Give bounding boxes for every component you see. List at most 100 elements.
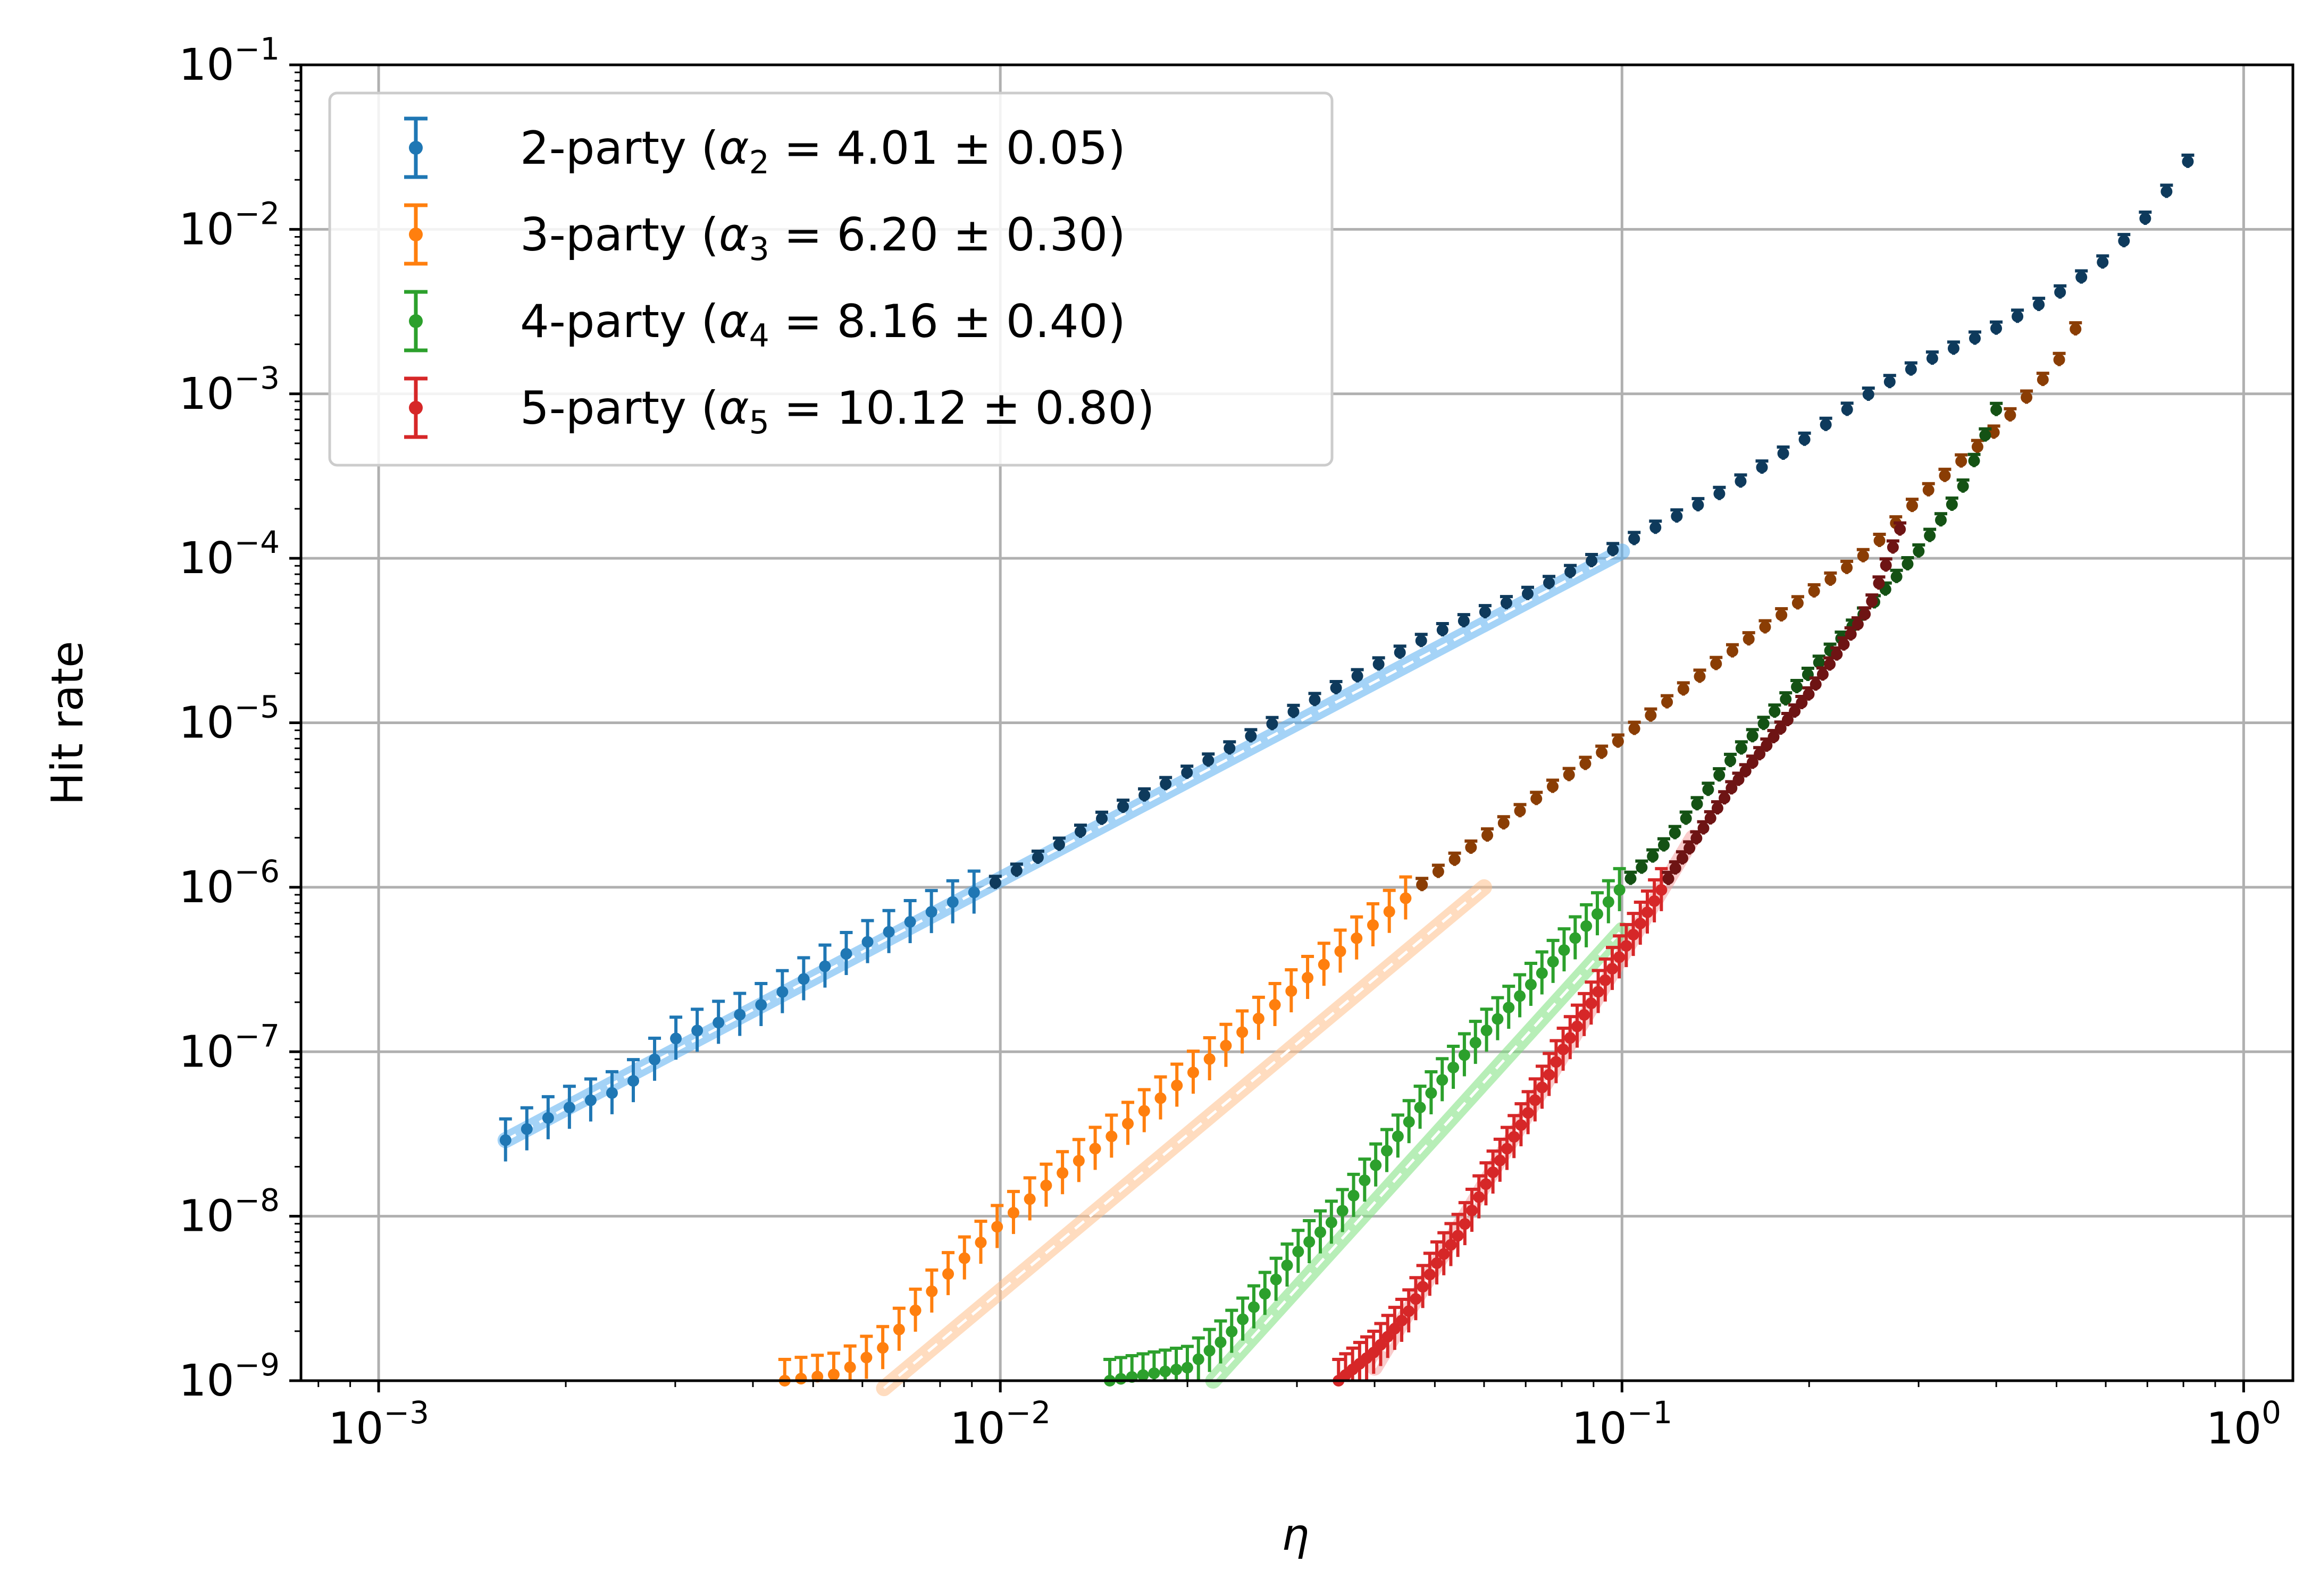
data-point (1677, 683, 1689, 695)
legend-label: 5-party (α5 = 10.12 ± 0.80) (520, 382, 1155, 441)
data-point (1525, 979, 1537, 991)
data-point (1445, 1239, 1457, 1251)
data-point (1466, 1204, 1478, 1216)
series-2-party (499, 153, 2195, 1162)
data-point (1655, 884, 1668, 896)
data-point (1546, 780, 1559, 793)
data-point (1521, 587, 1534, 600)
y-tick-label: 10−7 (179, 1018, 280, 1077)
data-point (1743, 633, 1755, 645)
data-point (1368, 1346, 1380, 1358)
data-point (1777, 447, 1789, 459)
data-point (1096, 812, 1108, 825)
data-point (1334, 945, 1346, 957)
data-point (1550, 1056, 1562, 1068)
legend: 2-party (α2 = 4.01 ± 0.05) 3-party (α3 = … (328, 91, 1334, 467)
data-point (1292, 1246, 1304, 1258)
data-point (1671, 510, 1683, 523)
data-point (1676, 852, 1688, 864)
data-point (1245, 730, 1257, 742)
data-point (1990, 404, 2003, 416)
data-point (1873, 534, 1886, 547)
data-point (975, 1237, 987, 1249)
y-axis-label: Hit rate (43, 641, 93, 805)
data-point (1383, 905, 1395, 918)
data-point (1735, 742, 1747, 754)
data-point (1791, 597, 1804, 609)
data-point (1514, 990, 1526, 1002)
data-point (1862, 389, 1874, 401)
data-point (1719, 792, 1731, 804)
data-point (1613, 951, 1626, 963)
data-point (1314, 1226, 1327, 1238)
series-3-party (778, 321, 2082, 1387)
legend-label: 4-party (α4 = 8.16 ± 0.40) (520, 295, 1126, 355)
data-point (1400, 892, 1412, 904)
data-point (1735, 475, 1747, 488)
data-point (1159, 1365, 1171, 1377)
data-point (1902, 558, 1914, 570)
data-point (1481, 829, 1494, 842)
data-point (1465, 841, 1477, 853)
data-point (1543, 1069, 1555, 1081)
data-point (1905, 363, 1917, 375)
data-point (1115, 1373, 1127, 1385)
legend-label: 2-party (α2 = 4.01 ± 0.05) (520, 122, 1126, 181)
data-point (1370, 1159, 1382, 1171)
data-point (1396, 1315, 1408, 1327)
data-point (499, 1134, 512, 1146)
data-point (1641, 906, 1653, 918)
data-points (499, 153, 2195, 1387)
data-point (1769, 705, 1781, 718)
data-point (1452, 1230, 1464, 1242)
data-point (1859, 608, 1871, 620)
data-point (1628, 723, 1640, 735)
data-point (1957, 480, 1969, 492)
data-point (1503, 1002, 1515, 1014)
data-point (1479, 606, 1491, 618)
data-point (1624, 872, 1637, 885)
data-point (1392, 1130, 1404, 1143)
data-point (1138, 1105, 1150, 1117)
x-tick-label: 100 (2206, 1395, 2281, 1454)
data-point (1148, 1367, 1160, 1380)
data-point (1775, 609, 1788, 621)
data-point (1529, 1094, 1541, 1106)
data-point (1266, 718, 1278, 730)
data-point (1906, 500, 1919, 512)
data-point (1634, 918, 1646, 930)
data-point (1160, 778, 1172, 790)
y-tick-label: 10−1 (179, 31, 280, 90)
data-point (840, 948, 852, 960)
data-point (2118, 235, 2130, 247)
data-point (1756, 461, 1768, 474)
data-point (1492, 1013, 1504, 1025)
data-point (2004, 409, 2016, 421)
data-point (1990, 322, 2003, 334)
data-point (1647, 850, 1659, 862)
data-point (1417, 1281, 1429, 1293)
data-point (1934, 514, 1947, 526)
data-point (1613, 884, 1626, 896)
data-point (1473, 1191, 1485, 1203)
data-point (1803, 688, 1815, 700)
data-point (1791, 681, 1803, 693)
data-point (1732, 774, 1745, 786)
data-point (1726, 645, 1738, 657)
data-point (1469, 1037, 1481, 1049)
data-point (1536, 967, 1548, 979)
data-point (1955, 455, 1967, 467)
data-point (1285, 985, 1297, 997)
data-point (2182, 155, 2194, 167)
data-point (1789, 705, 1801, 718)
data-point (1187, 1066, 1199, 1079)
data-point (1761, 740, 1773, 752)
data-point (1325, 1216, 1337, 1229)
data-point (1381, 1331, 1394, 1343)
data-point (1564, 1032, 1576, 1044)
x-tick-label: 10−2 (950, 1395, 1051, 1454)
data-point (521, 1123, 533, 1135)
data-point (1403, 1116, 1415, 1128)
data-point (958, 1252, 970, 1264)
data-point (1436, 1074, 1448, 1086)
